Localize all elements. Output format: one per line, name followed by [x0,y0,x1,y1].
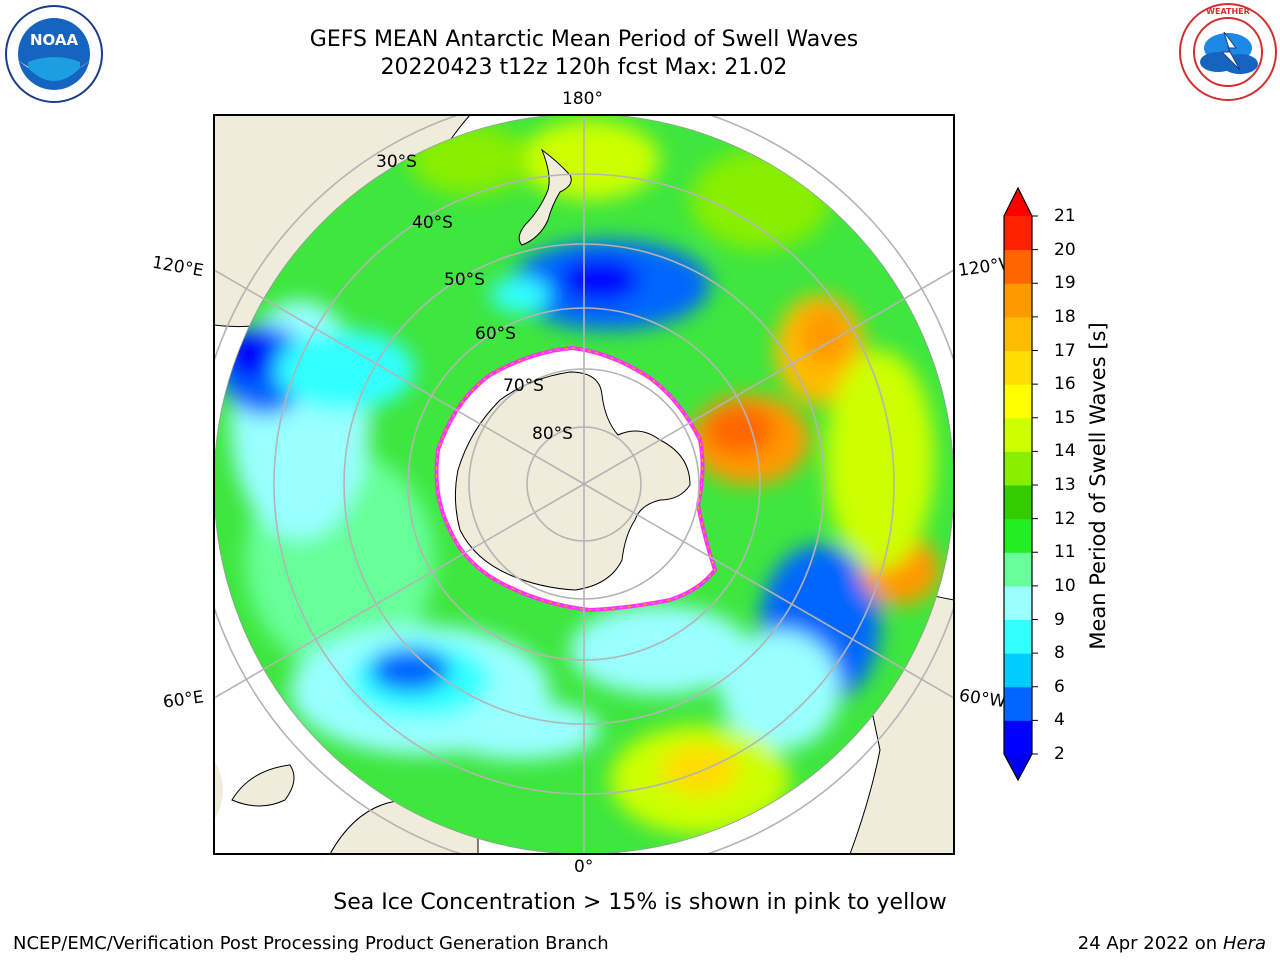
colorbar-tick-label: 17 [1054,340,1076,361]
colorbar-tick-label: 14 [1054,441,1076,462]
colorbar-segment [1004,686,1032,721]
colorbar-segment [1004,720,1032,755]
colorbar-segment [1004,316,1032,352]
lat-label-40s: 40°S [412,213,453,233]
land-antarctica [454,371,691,591]
lon-label-180: 180° [562,89,603,109]
colorbar-segment [1004,552,1032,587]
lat-label-80s: 80°S [532,424,573,444]
colorbar-tick-label: 10 [1054,575,1076,596]
chart-title: GEFS MEAN Antarctic Mean Period of Swell… [309,27,859,52]
lat-label-60s: 60°S [475,324,516,344]
svg-text:WEATHER: WEATHER [1206,7,1250,16]
colorbar-tick-label: 19 [1054,273,1076,294]
colorbar-tick-label: 8 [1054,643,1065,664]
noaa-logo-text: NOAA [30,31,79,49]
colorbar-segment [1004,216,1032,251]
lat-label-30s: 30°S [376,152,417,172]
host-name: Hera [1222,933,1266,954]
colorbar-segment [1004,585,1032,621]
colorbar-tick-label: 2 [1054,744,1065,764]
lat-label-70s: 70°S [503,376,544,396]
colorbar-tick-label: 11 [1054,542,1076,563]
colorbar-tick-label: 18 [1054,306,1076,327]
land-new-zealand [518,148,572,246]
colorbar-tick-label: 6 [1054,676,1065,697]
colorbar-tick-label: 9 [1054,609,1065,630]
colorbar-label: Mean Period of Swell Waves [s] [1086,322,1110,650]
colorbar-tick-label: 13 [1054,475,1076,495]
run-date: 24 Apr 2022 on Hera [1078,933,1266,954]
colorbar-tick-label: 16 [1054,374,1076,395]
colorbar-segment [1004,384,1032,419]
run-date-text: 24 Apr 2022 on [1077,933,1223,954]
colorbar-segment [1004,283,1032,318]
colorbar-segment [1004,518,1032,553]
colorbar-tick-label: 21 [1054,206,1076,226]
colorbar-under-arrow [1004,754,1032,780]
colorbar-segment [1004,619,1032,654]
nws-logo: WEATHER [1179,3,1277,101]
colorbar-segment [1004,350,1032,385]
colorbar-segment [1004,653,1032,688]
colorbar-segment [1004,417,1032,452]
colorbar-segment [1004,485,1032,520]
land-madagascar [231,764,295,807]
land-africa-corner [214,760,223,820]
lat-label-50s: 50°S [444,270,485,290]
sea-ice-note: Sea Ice Concentration > 15% is shown in … [333,890,947,915]
lon-label-0: 0° [574,857,594,877]
noaa-logo: NOAA [5,5,103,103]
colorbar-tick-label: 20 [1054,239,1076,260]
colorbar-tick-label: 4 [1054,710,1065,731]
colorbar-segment [1004,249,1032,284]
colorbar-tick-label: 15 [1054,407,1076,428]
colorbar-segment [1004,451,1032,486]
colorbar-over-arrow [1004,188,1032,216]
chart-subtitle: 20220423 t12z 120h fcst Max: 21.02 [380,55,788,80]
producer-credit: NCEP/EMC/Verification Post Processing Pr… [13,933,609,954]
colorbar-tick-label: 12 [1054,508,1076,529]
